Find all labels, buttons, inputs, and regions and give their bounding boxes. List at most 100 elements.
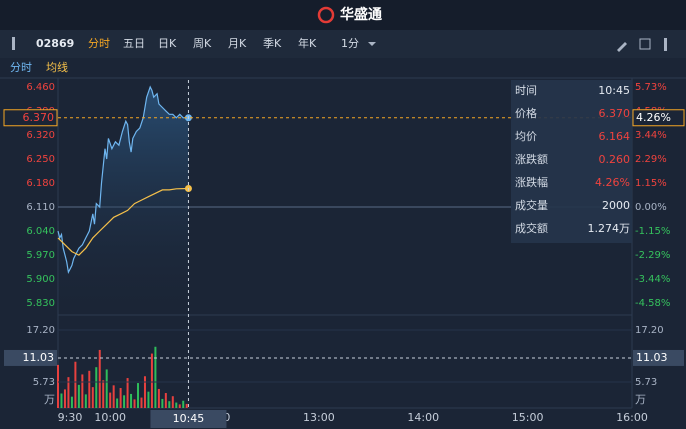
volume-bar	[98, 349, 101, 408]
y-tick-label: 5.970	[26, 250, 55, 261]
info-label: 成交量	[515, 198, 548, 212]
volume-bar	[185, 403, 188, 408]
volume-bar	[154, 346, 157, 408]
period-tab[interactable]: 年K	[298, 36, 317, 50]
period-tab[interactable]: 周K	[193, 37, 212, 50]
info-label: 涨跌幅	[515, 175, 548, 189]
volume-bar	[116, 398, 119, 408]
x-tick-label: 9:30	[58, 411, 83, 424]
info-value: 4.26%	[595, 176, 630, 189]
x-tick-label: 15:00	[512, 411, 544, 424]
info-panel	[511, 80, 632, 243]
volume-bar	[171, 396, 174, 408]
y-tick-label: 6.110	[26, 202, 55, 213]
volume-bar	[161, 398, 164, 408]
period-tab[interactable]: 月K	[228, 37, 247, 50]
volume-bar	[102, 380, 105, 408]
y2-tick-label: 2.29%	[635, 154, 667, 165]
x-tick-label: 14:00	[407, 411, 439, 424]
volume-bar	[67, 377, 70, 408]
dropdown-arrow[interactable]	[368, 42, 376, 46]
x-tick-label: 13:00	[303, 411, 335, 424]
y2-tick-label: -2.29%	[635, 250, 670, 261]
y-tick-label: 6.320	[26, 130, 55, 141]
crosshair-box	[632, 109, 685, 127]
draw-icon[interactable]	[617, 42, 627, 52]
info-value: 2000	[602, 199, 630, 212]
info-value: 10:45	[598, 84, 630, 97]
volume-tick-label: 5.73	[635, 377, 657, 388]
volume-bar	[123, 395, 126, 408]
legend-item: 分时	[10, 61, 32, 74]
volume-tick-label: 17.20	[26, 325, 55, 336]
volume-bar	[140, 397, 143, 408]
crosshair-box	[150, 410, 227, 428]
logo	[317, 6, 335, 24]
volume-bar	[57, 364, 59, 408]
volume-bar	[77, 384, 80, 408]
y-tick-label: 6.460	[26, 82, 55, 93]
volume-unit: 万	[44, 393, 55, 406]
volume-bar	[119, 388, 122, 408]
stock-code: 02869	[36, 37, 74, 50]
volume-bar	[182, 400, 185, 408]
volume-unit: 万	[635, 393, 646, 406]
x-tick-label: 10:00	[94, 411, 126, 424]
x-tick-label: 16:00	[616, 411, 648, 424]
collapse-icon[interactable]	[12, 37, 15, 50]
info-label: 均价	[515, 130, 537, 143]
volume-bar	[150, 353, 153, 408]
toolbar	[0, 30, 686, 58]
volume-bar	[112, 385, 115, 408]
volume-bar	[164, 393, 167, 408]
volume-bar	[137, 383, 140, 408]
y-tick-label: 6.250	[26, 154, 55, 165]
period-tab[interactable]: 季K	[263, 37, 282, 50]
volume-bar	[74, 361, 77, 408]
info-label: 时间	[515, 84, 537, 97]
avg-line	[57, 187, 189, 256]
crosshair-price: 6.370	[23, 111, 55, 124]
volume-bar	[133, 399, 136, 408]
volume-bar	[157, 388, 160, 408]
y2-tick-label: -3.44%	[635, 274, 670, 285]
info-value: 6.370	[599, 107, 631, 120]
expand-icon[interactable]	[664, 38, 667, 51]
fullscreen-icon[interactable]	[639, 38, 651, 50]
crosshair-box	[633, 349, 684, 366]
price-area	[58, 86, 189, 311]
volume-tick-label: 5.73	[33, 377, 55, 388]
y2-tick-label: -1.15%	[635, 226, 670, 237]
y2-tick-label: -4.58%	[635, 298, 670, 309]
volume-bar	[70, 396, 73, 408]
volume-bar	[84, 394, 87, 408]
volume-bar	[143, 376, 146, 408]
volume-bar	[60, 393, 63, 408]
volume-bar	[175, 402, 178, 408]
period-tab[interactable]: 分时	[88, 37, 110, 50]
volume-bar	[88, 370, 91, 408]
y-tick-label: 5.900	[26, 274, 55, 285]
legend-item: 均线	[46, 60, 68, 74]
crosshair-volume: 11.03	[23, 351, 55, 364]
period-tab[interactable]: 日K	[158, 37, 177, 50]
info-label: 成交额	[515, 221, 548, 235]
period-tab[interactable]: 五日	[123, 37, 145, 50]
volume-bar	[147, 391, 150, 408]
crosshair-volume: 11.03	[636, 351, 668, 364]
y2-tick-label: 1.15%	[635, 178, 667, 189]
crosshair-time: 10:45	[173, 412, 205, 425]
price-line	[57, 85, 189, 275]
volume-bar	[105, 369, 108, 408]
crosshair-pct: 4.26%	[636, 111, 671, 124]
interval-select[interactable]: 1分	[341, 37, 359, 50]
volume-bar	[178, 404, 181, 408]
y2-tick-label: 3.44%	[635, 130, 667, 141]
info-label: 涨跌额	[515, 152, 548, 166]
y2-tick-label: 5.73%	[635, 82, 667, 93]
volume-bar	[95, 367, 98, 408]
y-tick-label: 6.180	[26, 178, 55, 189]
volume-bar	[81, 374, 84, 408]
